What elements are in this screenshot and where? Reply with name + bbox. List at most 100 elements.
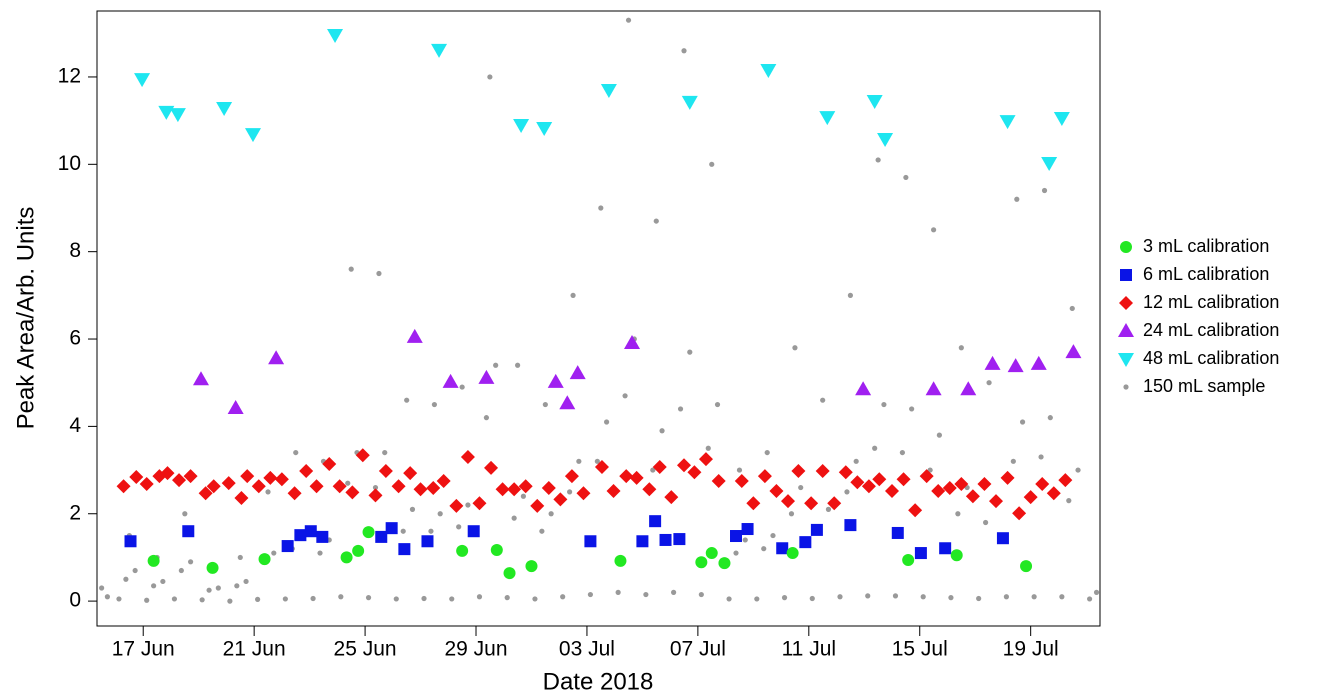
data-point [619, 469, 634, 484]
y-tick-label: 4 [69, 414, 81, 437]
data-point [483, 415, 490, 421]
data-point [99, 585, 105, 591]
data-point [942, 480, 957, 495]
data-point [677, 406, 684, 412]
data-point [950, 549, 963, 562]
data-point [134, 73, 151, 88]
data-point [375, 530, 388, 543]
data-point [265, 489, 271, 495]
data-point [299, 463, 314, 478]
data-point [147, 554, 160, 567]
data-point [547, 373, 564, 388]
data-point [1047, 415, 1053, 421]
data-point [636, 535, 649, 548]
data-point [421, 535, 434, 548]
data-point [653, 218, 659, 224]
data-point [1093, 589, 1100, 595]
data-point [866, 94, 883, 109]
data-point [576, 458, 582, 464]
data-point [227, 400, 244, 415]
data-point [742, 537, 748, 543]
data-point [600, 84, 617, 99]
y-tick-label: 10 [58, 152, 81, 175]
data-point [129, 470, 144, 485]
data-point [877, 132, 894, 147]
data-point [310, 595, 316, 602]
data-point [936, 432, 942, 438]
data-point [999, 115, 1016, 130]
data-point [896, 472, 911, 487]
data-point [983, 519, 989, 526]
data-point [428, 528, 434, 534]
data-point [885, 484, 900, 499]
data-point [472, 496, 487, 511]
y-tick-label: 6 [69, 327, 81, 350]
data-point [741, 523, 754, 536]
data-point [837, 594, 843, 600]
data-point [216, 101, 233, 116]
data-point [1046, 486, 1061, 501]
legend-marker [1118, 323, 1134, 337]
legend-marker [1120, 241, 1132, 253]
data-point [820, 397, 826, 403]
data-point [625, 17, 632, 23]
data-point [827, 496, 842, 511]
data-point [624, 334, 641, 349]
data-point [338, 594, 344, 600]
data-point [539, 528, 545, 534]
data-point [525, 560, 538, 573]
data-point [327, 29, 344, 44]
data-point [183, 469, 198, 484]
data-point [172, 473, 187, 488]
data-point [622, 393, 628, 399]
data-point [1020, 560, 1033, 573]
x-tick-label: 03 Jul [559, 638, 615, 661]
data-point [569, 365, 586, 380]
data-point [872, 445, 878, 451]
data-point [650, 467, 656, 473]
data-point [268, 350, 285, 365]
data-point [903, 174, 909, 181]
data-point [671, 589, 677, 595]
data-point [511, 515, 517, 521]
data-point [282, 596, 288, 602]
data-point [649, 515, 662, 528]
data-point [437, 511, 443, 517]
data-point [456, 524, 462, 530]
data-point [393, 596, 399, 602]
data-point [718, 557, 731, 570]
data-point [989, 494, 1004, 509]
data-point [476, 594, 483, 600]
data-point [603, 419, 610, 425]
data-point [984, 355, 1001, 370]
data-point [734, 473, 749, 488]
data-point [206, 561, 219, 574]
data-point [695, 556, 708, 569]
data-point [714, 401, 721, 408]
data-point [345, 485, 360, 500]
data-point [881, 401, 887, 408]
data-point [909, 406, 915, 412]
data-point [809, 595, 815, 602]
data-point [398, 543, 411, 556]
data-point [939, 542, 952, 555]
data-point [520, 493, 526, 499]
data-point [1041, 157, 1058, 172]
data-point [271, 550, 277, 556]
data-point [594, 458, 600, 464]
data-point [652, 460, 667, 475]
data-point [786, 547, 799, 560]
data-point [192, 371, 209, 386]
data-point [287, 486, 302, 501]
data-point [382, 449, 388, 456]
data-point [1003, 594, 1010, 600]
data-point [799, 536, 812, 549]
data-point [872, 472, 887, 487]
data-point [1014, 196, 1020, 202]
data-point [825, 506, 832, 512]
data-point [804, 496, 819, 511]
data-point [564, 469, 579, 484]
data-point [559, 395, 576, 410]
data-point [406, 328, 423, 343]
